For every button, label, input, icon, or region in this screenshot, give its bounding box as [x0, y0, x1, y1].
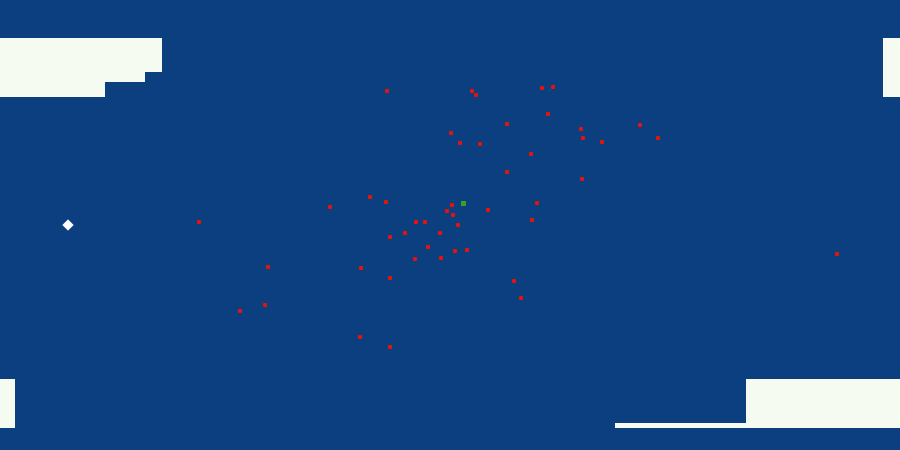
enemy-dot-icon	[600, 140, 604, 144]
wall-bottom-right	[746, 379, 900, 428]
enemy-dot-icon	[263, 303, 267, 307]
enemy-dot-icon	[519, 296, 523, 300]
enemy-dot-icon	[453, 249, 457, 253]
wall-top-left-step-1	[0, 72, 145, 82]
enemy-dot-icon	[474, 93, 478, 97]
wall-bottom-left	[0, 379, 15, 428]
target-marker-icon	[461, 201, 466, 206]
enemy-dot-icon	[451, 213, 455, 217]
enemy-dot-icon	[478, 142, 482, 146]
enemy-dot-icon	[579, 127, 583, 131]
enemy-dot-icon	[368, 195, 372, 199]
enemy-dot-icon	[359, 266, 363, 270]
enemy-dot-icon	[458, 141, 462, 145]
enemy-dot-icon	[385, 89, 389, 93]
enemy-dot-icon	[388, 276, 392, 280]
enemy-dot-icon	[238, 309, 242, 313]
enemy-dot-icon	[384, 200, 388, 204]
player-diamond-icon	[62, 219, 74, 231]
enemy-dot-icon	[551, 85, 555, 89]
enemy-dot-icon	[546, 112, 550, 116]
enemy-dot-icon	[530, 218, 534, 222]
enemy-dot-icon	[581, 136, 585, 140]
enemy-dot-icon	[413, 257, 417, 261]
enemy-dot-icon	[638, 123, 642, 127]
enemy-dot-icon	[445, 209, 449, 213]
enemy-dot-icon	[456, 223, 460, 227]
enemy-dot-icon	[423, 220, 427, 224]
enemy-dot-icon	[449, 131, 453, 135]
enemy-dot-icon	[505, 122, 509, 126]
wall-top-left-step-2	[0, 82, 105, 97]
enemy-dot-icon	[465, 248, 469, 252]
wall-top-left	[0, 38, 162, 72]
enemy-dot-icon	[197, 220, 201, 224]
enemy-dot-icon	[470, 89, 474, 93]
enemy-dot-icon	[835, 252, 839, 256]
enemy-dot-icon	[388, 345, 392, 349]
enemy-dot-icon	[328, 205, 332, 209]
enemy-dot-icon	[540, 86, 544, 90]
enemy-dot-icon	[486, 208, 490, 212]
enemy-dot-icon	[656, 136, 660, 140]
enemy-dot-icon	[438, 231, 442, 235]
enemy-dot-icon	[403, 231, 407, 235]
enemy-dot-icon	[414, 220, 418, 224]
enemy-dot-icon	[426, 245, 430, 249]
enemy-dot-icon	[266, 265, 270, 269]
enemy-dot-icon	[388, 235, 392, 239]
wall-bottom-right-ledge	[615, 423, 746, 428]
enemy-dot-icon	[512, 279, 516, 283]
enemy-dot-icon	[505, 170, 509, 174]
wall-top-right	[883, 38, 900, 97]
enemy-dot-icon	[580, 177, 584, 181]
enemy-dot-icon	[439, 256, 443, 260]
enemy-dot-icon	[450, 203, 454, 207]
enemy-dot-icon	[535, 201, 539, 205]
enemy-dot-icon	[529, 152, 533, 156]
enemy-dot-icon	[358, 335, 362, 339]
